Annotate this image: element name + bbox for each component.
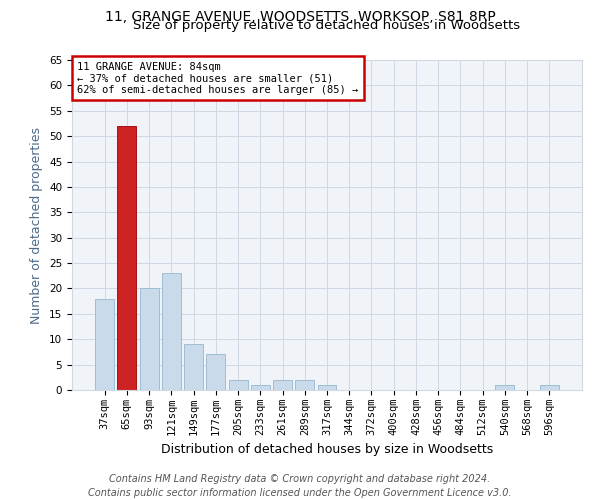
Bar bbox=[184, 344, 203, 390]
Bar bbox=[540, 385, 559, 390]
Bar bbox=[140, 288, 158, 390]
Bar bbox=[295, 380, 314, 390]
X-axis label: Distribution of detached houses by size in Woodsetts: Distribution of detached houses by size … bbox=[161, 444, 493, 456]
Title: Size of property relative to detached houses in Woodsetts: Size of property relative to detached ho… bbox=[133, 20, 521, 32]
Y-axis label: Number of detached properties: Number of detached properties bbox=[31, 126, 43, 324]
Text: 11 GRANGE AVENUE: 84sqm
← 37% of detached houses are smaller (51)
62% of semi-de: 11 GRANGE AVENUE: 84sqm ← 37% of detache… bbox=[77, 62, 358, 95]
Bar bbox=[496, 385, 514, 390]
Bar bbox=[229, 380, 248, 390]
Bar bbox=[251, 385, 270, 390]
Text: Contains HM Land Registry data © Crown copyright and database right 2024.
Contai: Contains HM Land Registry data © Crown c… bbox=[88, 474, 512, 498]
Bar bbox=[317, 385, 337, 390]
Text: 11, GRANGE AVENUE, WOODSETTS, WORKSOP, S81 8RP: 11, GRANGE AVENUE, WOODSETTS, WORKSOP, S… bbox=[104, 10, 496, 24]
Bar bbox=[206, 354, 225, 390]
Bar bbox=[273, 380, 292, 390]
Bar bbox=[162, 273, 181, 390]
Bar bbox=[95, 298, 114, 390]
Bar bbox=[118, 126, 136, 390]
